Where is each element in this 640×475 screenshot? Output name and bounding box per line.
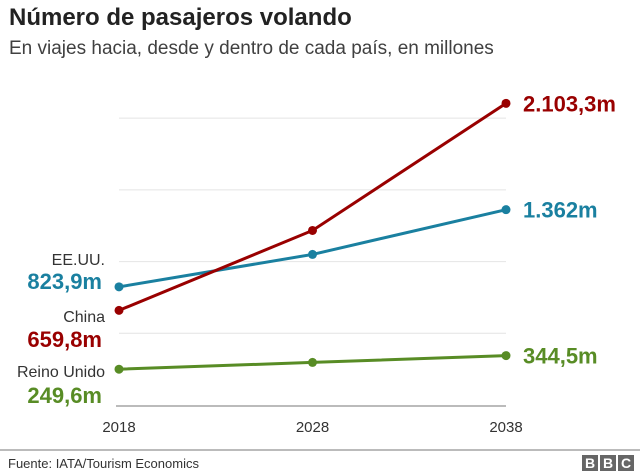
x-tick-label: 2018 — [102, 419, 135, 436]
data-point — [501, 205, 511, 215]
start-value-label: 659,8m — [27, 327, 102, 352]
series-name: China — [63, 309, 105, 326]
data-point — [308, 357, 317, 367]
x-tick-label: 2028 — [296, 419, 329, 436]
logo-letter: C — [618, 455, 634, 471]
series-name: Reino Unido — [17, 364, 105, 381]
chart-title: Número de pasajeros volando — [9, 4, 352, 31]
logo-letter: B — [600, 455, 616, 471]
source-note: Fuente: IATA/Tourism Economics — [8, 456, 199, 471]
bbc-logo: B B C — [582, 455, 634, 471]
series-line-EE.UU. — [118, 208, 507, 289]
data-point — [114, 364, 124, 374]
logo-letter: B — [582, 455, 598, 471]
data-point — [308, 249, 317, 259]
start-value-label: 249,6m — [27, 383, 102, 408]
data-point — [501, 351, 511, 361]
data-point — [501, 98, 511, 108]
chart-subtitle: En viajes hacia, desde y dentro de cada … — [9, 38, 494, 59]
line-chart: 2018 2028 2038 EE.UU.823,9m 1.362m China659,8… — [17, 91, 616, 436]
end-value-label: 1.362m — [523, 198, 598, 223]
series-name: EE.UU. — [52, 252, 105, 269]
x-tick-label: 2038 — [489, 419, 522, 436]
data-point — [114, 305, 124, 315]
series-line-China — [118, 102, 507, 312]
data-point — [114, 282, 124, 292]
footer-divider — [0, 449, 640, 451]
end-value-label: 344,5m — [523, 344, 598, 369]
data-point — [308, 225, 317, 235]
start-value-label: 823,9m — [27, 269, 102, 294]
end-value-label: 2.103,3m — [523, 91, 616, 116]
